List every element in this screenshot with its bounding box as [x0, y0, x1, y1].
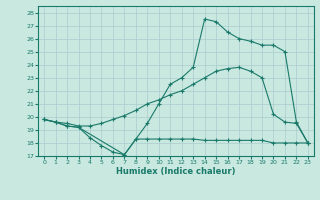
- X-axis label: Humidex (Indice chaleur): Humidex (Indice chaleur): [116, 167, 236, 176]
